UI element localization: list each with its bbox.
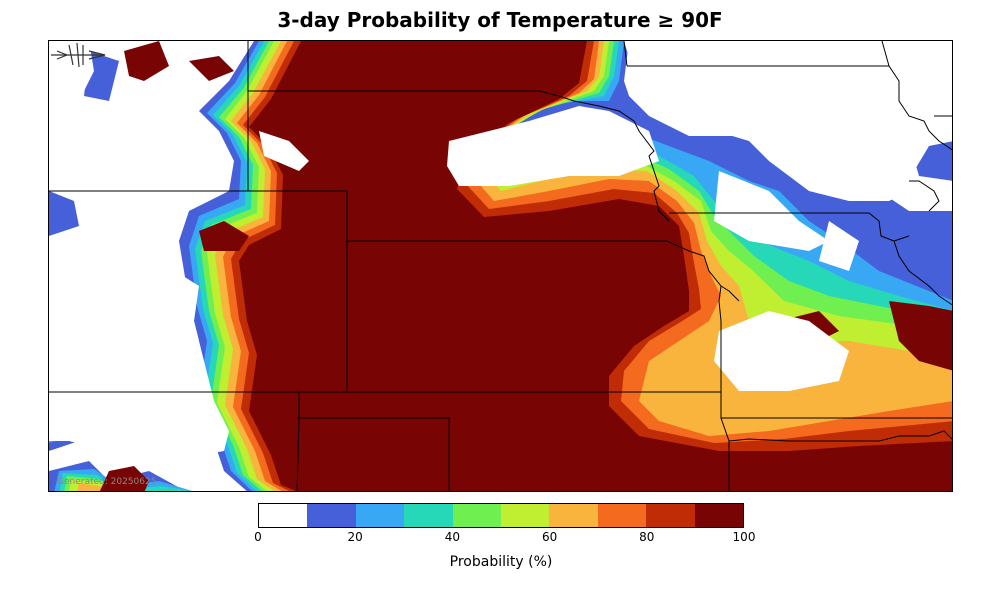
colorbar-segment [597, 504, 647, 527]
colorbar-segment [307, 504, 356, 527]
colorbar-tick-label: 0 [254, 530, 262, 544]
colorbar-tick-label: 80 [639, 530, 655, 544]
colorbar-segment [355, 504, 405, 527]
colorbar-segment [452, 504, 502, 527]
agency-logo-icon [51, 42, 106, 68]
colorbar [258, 503, 744, 528]
probability-map: Generated: 20250625 [48, 40, 953, 492]
colorbar-ticks: 0 20 40 60 80 100 [254, 530, 755, 544]
state-boundaries [49, 41, 952, 491]
colorbar-segment [501, 504, 550, 527]
colorbar-segment [404, 504, 453, 527]
colorbar-tick-label: 100 [732, 530, 756, 544]
probability-contours [49, 41, 952, 491]
colorbar-segment [549, 504, 598, 527]
colorbar-segment [646, 504, 695, 527]
map-title: 3-day Probability of Temperature ≥ 90F [277, 8, 723, 32]
colorbar-tick-label: 40 [444, 530, 461, 544]
colorbar-tick-label: 60 [541, 530, 558, 544]
colorbar-segment [694, 504, 744, 527]
colorbar-segment [259, 504, 308, 527]
colorbar-label: Probability (%) [449, 554, 553, 570]
colorbar-tick-label: 20 [347, 530, 363, 544]
low-probability-areas [49, 41, 952, 461]
generated-timestamp: Generated: 20250625 [57, 477, 157, 487]
